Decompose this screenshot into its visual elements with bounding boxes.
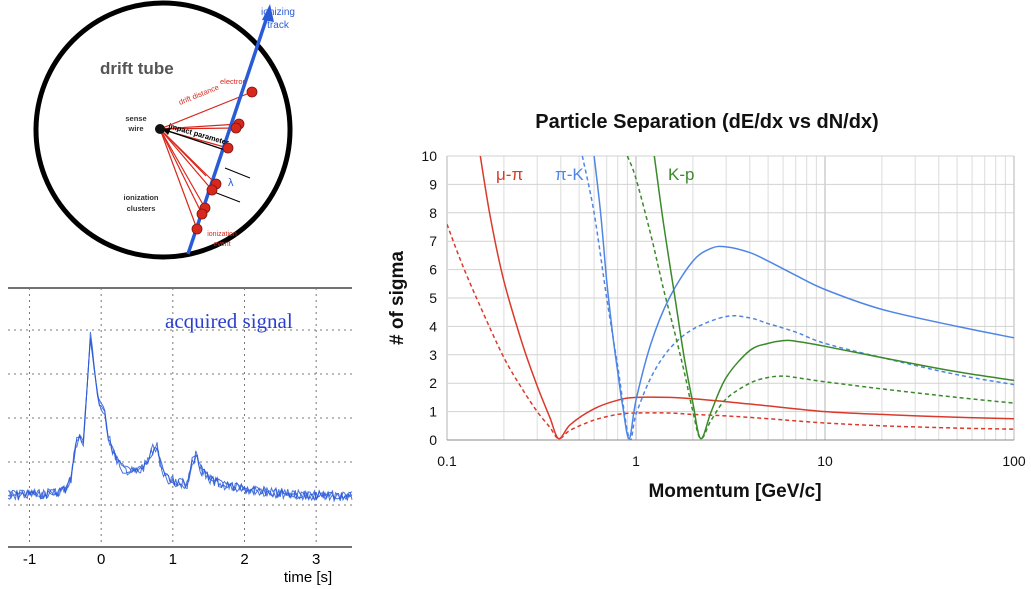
separation-x-tick-label: 1 — [632, 453, 640, 469]
series-solid-line — [479, 156, 1014, 440]
drift-line — [159, 128, 198, 230]
sense-wire — [155, 124, 165, 134]
particle-separation-chart: Particle Separation (dE/dx vs dN/dx) 0 1 2… — [387, 111, 1026, 502]
separation-y-tick-label: 2 — [429, 375, 437, 391]
lambda-label: λ — [228, 177, 234, 189]
separation-x-tick-label: 100 — [1002, 453, 1026, 469]
separation-x-tick-label: 10 — [817, 453, 833, 469]
event-label-line1: ionization — [207, 231, 237, 238]
ionization-cluster-dot — [196, 208, 208, 220]
separation-y-tick-label: 5 — [429, 290, 437, 306]
sense-wire-label-line2: wire — [127, 124, 143, 133]
drift-line — [159, 123, 240, 130]
separation-series — [447, 156, 1014, 440]
signal-trace-line — [7, 337, 353, 502]
signal-trace — [7, 331, 353, 503]
drift-line — [159, 128, 206, 209]
drift-line — [159, 128, 213, 191]
separation-tick-labels: 0 1 2 3 4 5 6 7 8 9 10 0.1 1 10 100 — [421, 148, 1025, 469]
lambda-tick-top — [224, 167, 251, 179]
signal-annotation: acquired signal — [165, 309, 293, 333]
separation-y-tick-label: 10 — [421, 148, 437, 164]
series-solid-line — [653, 156, 1014, 440]
legend-label: μ-π — [496, 165, 523, 184]
signal-grid — [8, 287, 352, 548]
separation-y-tick-label: 7 — [429, 233, 437, 249]
separation-y-tick-label: 8 — [429, 205, 437, 221]
signal-x-ticks: -1 0 1 2 3 — [23, 551, 321, 568]
signal-x-tick-label: 1 — [169, 551, 177, 568]
clusters-label-line2: clusters — [127, 204, 156, 213]
drift-line — [159, 128, 203, 215]
track-label-line1: ionizing — [261, 7, 295, 18]
legend-label: K-p — [668, 165, 694, 184]
drift-tube-wall — [33, 0, 293, 260]
clusters-label-line1: ionization — [124, 193, 159, 202]
signal-trace-line — [7, 339, 353, 503]
separation-y-tick-label: 9 — [429, 176, 437, 192]
signal-x-tick-label: -1 — [23, 551, 36, 568]
series-dashed-line — [581, 156, 1014, 440]
separation-legend: μ-π π-K K-p — [496, 165, 694, 184]
acquired-signal-chart: -1 0 1 2 3 acquired signal time [s] — [7, 287, 353, 586]
ionization-cluster-dots — [191, 86, 258, 235]
series-dashed-line — [447, 223, 1014, 440]
electron-label: electron — [220, 77, 247, 86]
ionization-cluster-dot — [191, 223, 203, 235]
signal-x-axis-label: time [s] — [284, 569, 332, 586]
drift-line — [159, 127, 237, 130]
ionization-cluster-dot — [206, 184, 218, 196]
track-arrowhead — [262, 4, 274, 22]
drift-line — [159, 128, 207, 177]
separation-y-tick-label: 3 — [429, 347, 437, 363]
track-label-line2: track — [267, 20, 290, 31]
series-dashed-line — [626, 156, 1014, 440]
signal-x-tick-label: 0 — [97, 551, 105, 568]
lambda-tick-bottom — [213, 191, 241, 203]
separation-y-tick-label: 6 — [429, 262, 437, 278]
impact-parameter-line — [161, 128, 226, 151]
ionization-cluster-dot — [246, 86, 258, 98]
drift-distance-label: drift distance — [177, 83, 220, 107]
separation-y-tick-label: 4 — [429, 318, 437, 334]
separation-x-axis-label: Momentum [GeV/c] — [648, 481, 821, 502]
drift-line — [159, 91, 253, 130]
separation-x-tick-label: 0.1 — [437, 453, 457, 469]
separation-y-axis-label: # of sigma — [387, 251, 408, 345]
ionization-cluster-dot — [222, 142, 234, 154]
signal-x-tick-label: 3 — [312, 551, 320, 568]
drift-tube-title: drift tube — [100, 59, 174, 78]
signal-trace-line — [7, 331, 353, 502]
drift-tube-diagram: drift tube ionizing track impact paramet… — [33, 0, 295, 260]
separation-grid — [446, 155, 1015, 441]
event-label-line2: event — [213, 241, 230, 248]
separation-y-tick-label: 0 — [429, 432, 437, 448]
ionization-cluster-dot — [230, 122, 242, 134]
sense-wire-label-line1: sense — [125, 114, 146, 123]
legend-label: π-K — [555, 165, 584, 184]
separation-y-tick-label: 1 — [429, 404, 437, 420]
separation-chart-title: Particle Separation (dE/dx vs dN/dx) — [535, 111, 878, 133]
signal-x-tick-label: 2 — [240, 551, 248, 568]
series-solid-line — [593, 156, 1014, 440]
